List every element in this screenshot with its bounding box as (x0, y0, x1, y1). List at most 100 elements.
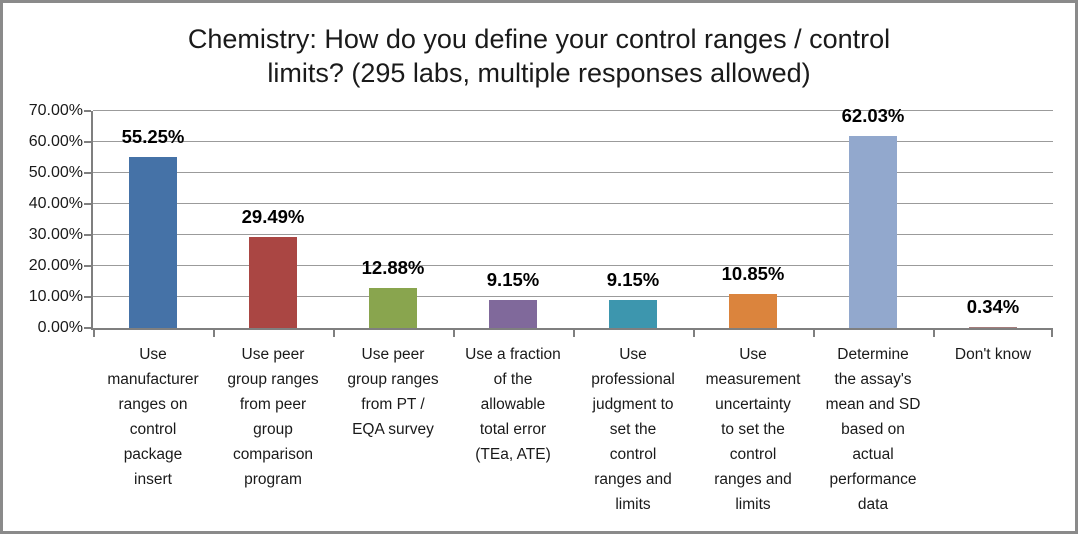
x-axis-tick (333, 330, 335, 337)
x-category-label-line: judgment to (592, 396, 674, 413)
bar-value-label: 55.25% (121, 126, 185, 147)
bar (849, 136, 897, 328)
y-tick-label: 30.00% (28, 226, 83, 243)
y-axis-tick (84, 234, 91, 236)
gridline (93, 110, 1053, 111)
x-category-label-line: data (857, 496, 889, 513)
x-category-label-line: control (129, 421, 177, 438)
x-category-label-line: from peer (239, 396, 307, 413)
x-category-label-line: measurement (705, 371, 801, 388)
x-category-label: Use a fraction of the allowable total error… (453, 342, 573, 467)
x-category-label-line: actual (852, 446, 894, 463)
y-tick-label: 40.00% (28, 195, 83, 212)
y-axis-tick (84, 110, 91, 112)
x-category-label: Determine the assay's mean and SD based on a… (813, 342, 933, 517)
x-axis-tick (1051, 330, 1053, 337)
x-category-label-line: professional (591, 371, 675, 388)
y-axis-tick (84, 327, 91, 329)
x-category-label-line: ranges and (714, 471, 792, 488)
x-category-label-line: program (244, 471, 302, 488)
bar-value-label: 0.34% (966, 296, 1020, 317)
x-category-label-line: comparison (232, 446, 314, 463)
bar-value-label: 10.85% (721, 263, 785, 284)
bar (969, 327, 1017, 328)
y-tick-label: 0.00% (37, 319, 83, 336)
y-axis-tick (84, 265, 91, 267)
x-category-label-line: manufacturer (107, 371, 199, 388)
x-category-label-line: set the (609, 421, 657, 438)
x-category-label-line: based on (841, 421, 905, 438)
bar-value-label: 9.15% (486, 269, 540, 290)
gridline (93, 141, 1053, 142)
x-category-label-line: performance (829, 471, 917, 488)
x-category-label-line: allowable (480, 396, 546, 413)
x-category-label: Use peer group ranges from PT / EQA survey (333, 342, 453, 442)
x-axis-tick (213, 330, 215, 337)
y-axis-tick (84, 141, 91, 143)
x-category-label-line: the assay's (834, 371, 912, 388)
x-axis-tick (693, 330, 695, 337)
x-category-label-line: Use peer (241, 346, 305, 363)
x-category-label-line: package (123, 446, 183, 463)
x-category-label-line: of the (493, 371, 533, 388)
gridline (93, 172, 1053, 173)
x-category-label: Use measurement uncertainty to set the contr… (693, 342, 813, 517)
x-category-label-line: Use peer (361, 346, 425, 363)
x-category-label-line: control (729, 446, 777, 463)
x-category-label-line: ranges on (118, 396, 188, 413)
x-category-label-line: Don't know (954, 346, 1032, 363)
y-axis-tick (84, 296, 91, 298)
x-category-label-line: group ranges (347, 371, 439, 388)
bar-value-label: 9.15% (606, 269, 660, 290)
x-axis-tick (813, 330, 815, 337)
bar (489, 300, 537, 328)
x-axis-line (93, 328, 1053, 330)
y-axis-line (91, 111, 93, 330)
x-category-label-line: total error (479, 421, 547, 438)
x-category-label-line: Use (139, 346, 167, 363)
x-axis-tick (933, 330, 935, 337)
x-category-label-line: group ranges (227, 371, 319, 388)
bar (729, 294, 777, 328)
x-category-label-line: Use (739, 346, 767, 363)
y-axis-tick (84, 172, 91, 174)
y-tick-label: 10.00% (28, 288, 83, 305)
x-category-label-line: from PT / (361, 396, 425, 413)
y-tick-label: 60.00% (28, 133, 83, 150)
x-axis-tick (453, 330, 455, 337)
gridline (93, 203, 1053, 204)
x-category-label-line: (TEa, ATE) (475, 446, 551, 463)
x-category-label-line: Use a fraction (465, 346, 561, 363)
x-category-label: Use manufacturer ranges on control package in… (93, 342, 213, 492)
y-tick-label: 20.00% (28, 257, 83, 274)
chart-title-line: Chemistry: How do you define your contro… (187, 24, 891, 54)
chart-title: Chemistry: How do you define your contro… (3, 22, 1075, 90)
x-category-label-line: EQA survey (352, 421, 434, 438)
gridline (93, 234, 1053, 235)
bar (369, 288, 417, 328)
x-category-label: Use peer group ranges from peer group compar… (213, 342, 333, 492)
bar-value-label: 12.88% (361, 257, 425, 278)
y-tick-label: 70.00% (28, 102, 83, 119)
x-category-label-line: uncertainty (715, 396, 791, 413)
x-category-label-line: mean and SD (825, 396, 921, 413)
x-category-label-line: insert (134, 471, 172, 488)
bar-value-label: 62.03% (841, 105, 905, 126)
gridline (93, 296, 1053, 297)
bar (129, 157, 177, 328)
x-category-label: Use professional judgment to set the control… (573, 342, 693, 517)
bar (249, 237, 297, 328)
chart-title-line: limits? (295 labs, multiple responses al… (267, 58, 811, 88)
x-category-label-line: group (253, 421, 293, 438)
gridline (93, 265, 1053, 266)
x-category-label-line: limits (615, 496, 651, 513)
x-category-label-line: ranges and (594, 471, 672, 488)
x-category-label: Don't know (933, 342, 1053, 367)
bar (609, 300, 657, 328)
plot-area: 55.25% 29.49% 12.88% 9.15% 9.15% 10.85% 62.03%… (84, 105, 1053, 337)
x-axis-tick (93, 330, 95, 337)
bar-value-label: 29.49% (241, 206, 305, 227)
x-axis-tick (573, 330, 575, 337)
x-category-label-line: Determine (837, 346, 909, 363)
